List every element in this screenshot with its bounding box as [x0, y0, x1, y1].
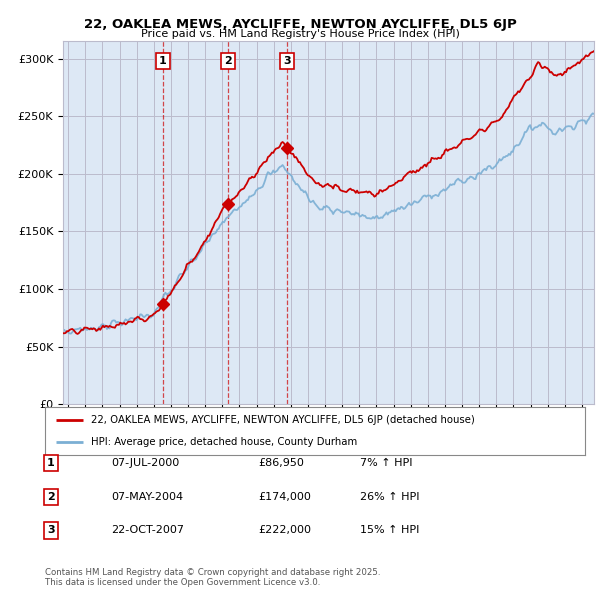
Text: Price paid vs. HM Land Registry's House Price Index (HPI): Price paid vs. HM Land Registry's House … [140, 29, 460, 39]
Text: 2: 2 [224, 56, 232, 66]
Text: 07-MAY-2004: 07-MAY-2004 [111, 492, 183, 502]
Text: 2: 2 [47, 492, 55, 502]
Text: 1: 1 [159, 56, 167, 66]
Text: 26% ↑ HPI: 26% ↑ HPI [360, 492, 419, 502]
Text: 15% ↑ HPI: 15% ↑ HPI [360, 526, 419, 535]
Text: 7% ↑ HPI: 7% ↑ HPI [360, 458, 413, 468]
Text: 22, OAKLEA MEWS, AYCLIFFE, NEWTON AYCLIFFE, DL5 6JP: 22, OAKLEA MEWS, AYCLIFFE, NEWTON AYCLIF… [83, 18, 517, 31]
Text: 22-OCT-2007: 22-OCT-2007 [111, 526, 184, 535]
Text: 3: 3 [47, 526, 55, 535]
Text: Contains HM Land Registry data © Crown copyright and database right 2025.
This d: Contains HM Land Registry data © Crown c… [45, 568, 380, 587]
Text: £86,950: £86,950 [258, 458, 304, 468]
Text: HPI: Average price, detached house, County Durham: HPI: Average price, detached house, Coun… [91, 437, 357, 447]
Text: £222,000: £222,000 [258, 526, 311, 535]
Text: £174,000: £174,000 [258, 492, 311, 502]
Text: 22, OAKLEA MEWS, AYCLIFFE, NEWTON AYCLIFFE, DL5 6JP (detached house): 22, OAKLEA MEWS, AYCLIFFE, NEWTON AYCLIF… [91, 415, 475, 425]
Text: 07-JUL-2000: 07-JUL-2000 [111, 458, 179, 468]
Text: 1: 1 [47, 458, 55, 468]
Text: 3: 3 [284, 56, 291, 66]
